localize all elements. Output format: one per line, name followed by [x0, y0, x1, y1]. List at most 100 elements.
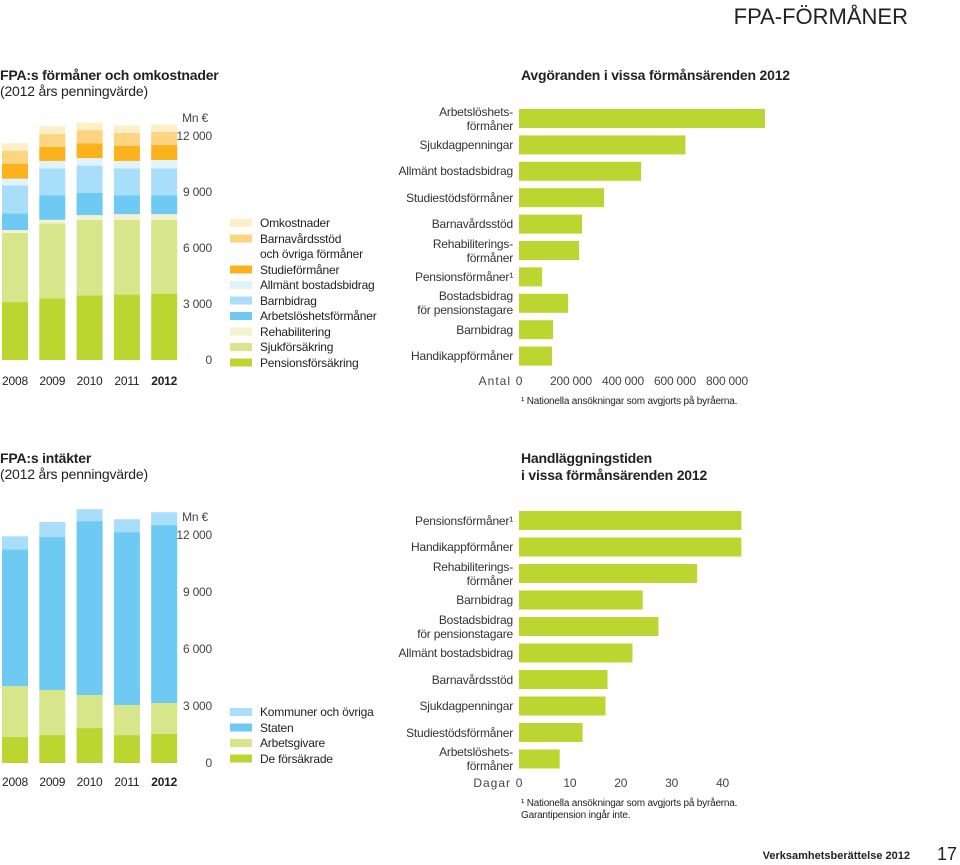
bar	[519, 564, 698, 583]
x-tick-label: 2008	[2, 775, 28, 789]
category-label: Rehabiliterings- förmåner	[432, 559, 513, 588]
legend-swatch	[230, 708, 252, 716]
bar	[519, 537, 742, 557]
bar-segment	[151, 214, 178, 220]
x-tick-label: 20	[614, 776, 628, 790]
bar-segment	[113, 219, 140, 295]
category-label: Bostadsbidrag för pensionstagare	[417, 289, 513, 318]
bar-segment	[113, 214, 140, 220]
bar-segment	[151, 702, 178, 734]
bar-segment	[76, 509, 103, 522]
bar-segment	[2, 232, 28, 303]
chart-title: Avgöranden i vissa förmånsärenden 2012	[521, 67, 790, 83]
category-label: Handikappförmåner	[411, 540, 513, 554]
x-tick-label: 800 000	[706, 374, 748, 388]
legend-label: Arbetslöshetsförmåner	[260, 309, 377, 323]
chart-title: Handläggningstiden i vissa förmånsärende…	[521, 450, 708, 483]
bar-segment	[2, 143, 28, 151]
bar-segment	[76, 143, 103, 159]
legend-label: Allmänt bostadsbidrag	[260, 278, 375, 292]
bar	[519, 723, 583, 742]
bar-segment	[151, 124, 178, 132]
y-tick-label: 9 000	[182, 184, 212, 199]
bar-segment	[2, 178, 28, 186]
category-label: Barnavårdsstöd	[431, 672, 513, 687]
category-label: Barnbidrag	[456, 322, 513, 337]
chart-subtitle: (2012 års penningvärde)	[0, 83, 148, 99]
x-axis-label: Dagar	[473, 776, 511, 790]
bar	[519, 670, 608, 689]
bar-segment	[2, 185, 28, 214]
bar-segment	[113, 195, 140, 215]
bar	[519, 267, 543, 287]
bar-segment	[151, 293, 178, 360]
category-label: Allmänt bostadsbidrag	[398, 164, 513, 179]
legend-label: Rehabilitering	[260, 324, 331, 339]
legend-swatch	[230, 312, 252, 320]
bar-segment	[76, 158, 103, 166]
x-tick-label: 2009	[39, 374, 66, 388]
legend-label: Arbetsgivare	[260, 736, 325, 750]
page-header: FPA-FÖRMÅNER	[733, 4, 908, 29]
legend-label: Kommuner och övriga	[260, 705, 374, 719]
x-axis-label: Antal	[478, 374, 511, 388]
legend-swatch	[230, 219, 252, 227]
bar-segment	[76, 215, 103, 220]
bar-segment	[151, 733, 178, 763]
bar-segment	[151, 168, 178, 196]
category-label: Sjukdagpenningar	[419, 699, 513, 713]
y-tick-label: 6 000	[182, 642, 212, 656]
legend-label: Barnbidrag	[260, 293, 317, 308]
category-label: Arbetslöshets- förmåner	[439, 104, 513, 133]
legend-label: Staten	[260, 720, 294, 735]
bar	[519, 749, 560, 769]
category-label: Pensionsförmåner¹	[415, 269, 513, 284]
legend-label: Barnavårdsstöd och övriga förmåner	[260, 231, 363, 262]
bar-segment	[2, 536, 28, 550]
x-tick-label: 2010	[76, 374, 103, 388]
bar-segment	[151, 131, 178, 146]
legend-swatch	[230, 343, 252, 351]
bar-segment	[151, 145, 178, 160]
bar-segment	[39, 126, 66, 134]
bar-segment	[113, 145, 140, 161]
legend-swatch	[230, 739, 252, 747]
y-tick-label: 0	[205, 756, 213, 770]
bar-segment	[39, 690, 66, 736]
bar-segment	[39, 160, 66, 169]
bar	[519, 590, 643, 610]
bar-segment	[39, 537, 66, 691]
category-label: Studiestödsförmåner	[406, 725, 513, 740]
bar-segment	[113, 705, 140, 736]
bar-segment	[151, 525, 178, 703]
bar-segment	[2, 549, 28, 687]
category-label: Bostadsbidrag för pensionstagare	[417, 612, 513, 641]
bar-segment	[2, 686, 28, 737]
bar	[519, 617, 659, 636]
bar	[519, 346, 553, 366]
bar-segment	[113, 532, 140, 706]
category-label: Sjukdagpenningar	[419, 137, 513, 152]
legend-label: Sjukförsäkring	[260, 340, 334, 354]
bar-segment	[76, 219, 103, 296]
legend-swatch	[230, 723, 252, 732]
x-tick-label: 2012	[151, 374, 178, 388]
y-axis-label: Mn €	[182, 110, 208, 125]
bar-segment	[113, 125, 140, 133]
category-label: Studiestödsförmåner	[406, 190, 513, 205]
bar-segment	[39, 522, 66, 538]
bar-segment	[113, 294, 140, 360]
bar-segment	[39, 219, 66, 224]
bar-segment	[113, 160, 140, 169]
legend-swatch	[230, 754, 252, 763]
bar-segment	[113, 519, 140, 533]
bar	[519, 241, 580, 260]
bar	[519, 109, 765, 128]
y-axis-label: Mn €	[182, 510, 208, 524]
bar-segment	[2, 230, 28, 233]
bar	[519, 643, 633, 663]
bar-segment	[39, 168, 66, 196]
bar-segment	[76, 694, 103, 729]
